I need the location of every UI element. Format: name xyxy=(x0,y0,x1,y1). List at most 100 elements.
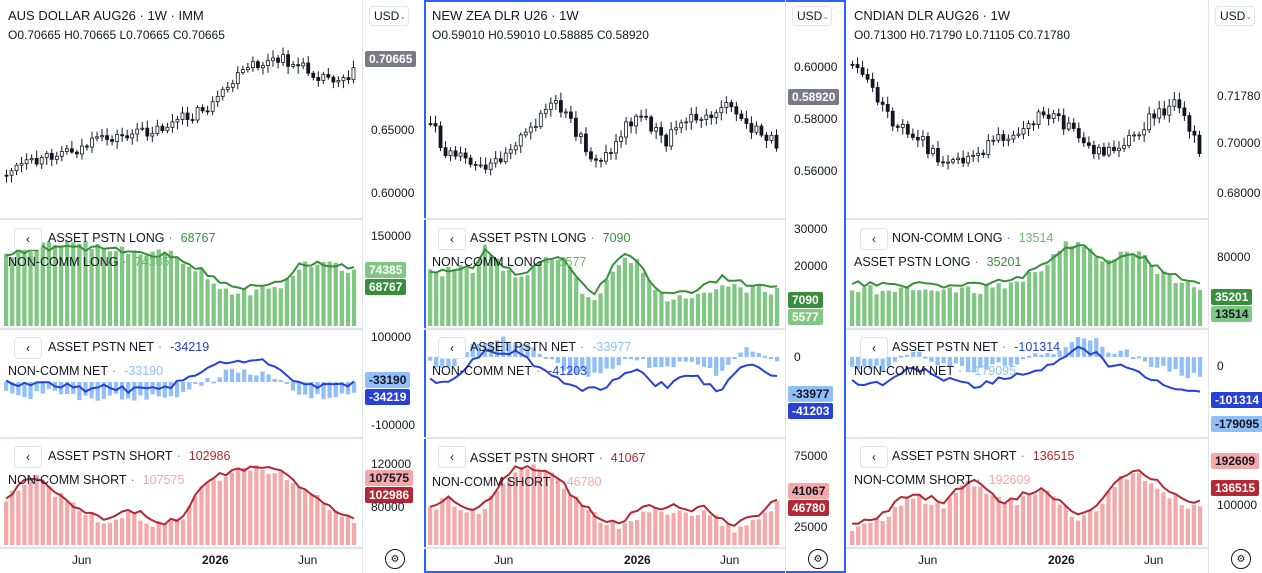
short-bar xyxy=(1088,509,1093,545)
candle-body xyxy=(271,57,275,62)
short-bar xyxy=(428,506,433,545)
long-bar xyxy=(452,269,457,326)
net-bar xyxy=(28,382,33,400)
ohlc-readout: O0.70665 H0.70665 L0.70665 C0.70665 xyxy=(8,28,225,42)
candle-body xyxy=(699,118,704,121)
net-bar xyxy=(935,357,940,366)
short-bar xyxy=(235,467,241,545)
candle-body xyxy=(1046,114,1051,119)
long-bar xyxy=(1149,265,1154,326)
short-bar xyxy=(193,496,198,545)
short-bar xyxy=(1020,496,1026,545)
candle-body xyxy=(34,157,39,165)
price-axis[interactable]: USD ⌄ 0.60000 0.58920 0.58000 0.56000 300… xyxy=(785,0,845,573)
candle-body xyxy=(1197,134,1202,155)
short-bar xyxy=(978,486,983,545)
collapse-button[interactable]: ‹ xyxy=(438,337,466,359)
price-tick: 0.71780 xyxy=(1217,89,1261,103)
long-bar xyxy=(1045,264,1050,326)
candle-body xyxy=(215,95,220,103)
candle-body xyxy=(719,107,724,114)
price-tick: 0.60000 xyxy=(371,186,415,200)
candle-body xyxy=(513,145,518,151)
net-bar xyxy=(898,355,904,358)
symbol-title[interactable]: AUS DOLLAR AUG26 · 1W · IMM xyxy=(8,8,204,23)
short-bar xyxy=(1155,488,1160,545)
long-bar xyxy=(1069,246,1074,326)
chart-panel-aud[interactable]: AUS DOLLAR AUG26 · 1W · IMM O0.70665 H0.… xyxy=(0,0,424,573)
time-axis-label: Jun xyxy=(494,553,514,567)
collapse-button[interactable]: ‹ xyxy=(438,446,466,468)
net-bar xyxy=(174,382,180,398)
candle-body xyxy=(704,114,709,120)
net-bar xyxy=(762,356,768,359)
candle-body xyxy=(190,119,195,121)
net-bar xyxy=(525,344,530,357)
currency-select[interactable]: USD ⌄ xyxy=(792,6,832,26)
collapse-button[interactable]: ‹ xyxy=(860,228,888,250)
price-axis[interactable]: USD ⌄ 0.71780 0.70000 0.68000 80000 35201… xyxy=(1208,0,1262,573)
net-bar xyxy=(1045,352,1050,357)
collapse-button[interactable]: ‹ xyxy=(438,228,466,250)
settings-icon[interactable]: ⚙ xyxy=(808,549,828,569)
net-tag: -33977 xyxy=(788,386,834,402)
price-axis[interactable]: USD ⌄ 0.70665 0.65000 0.60000 150000 7438… xyxy=(362,0,425,573)
candle-body xyxy=(306,62,311,74)
long-bar xyxy=(4,253,9,326)
time-axis-label: Jun xyxy=(72,553,92,567)
collapse-button[interactable]: ‹ xyxy=(860,446,888,468)
candle-body xyxy=(24,159,29,165)
symbol-title[interactable]: NEW ZEA DLR U26 · 1W xyxy=(432,8,579,23)
net-bar xyxy=(1179,357,1184,376)
net-bar xyxy=(750,351,755,357)
net-bar xyxy=(586,357,591,377)
short-bar xyxy=(248,470,253,545)
collapse-button[interactable]: ‹ xyxy=(14,337,42,359)
collapse-button[interactable]: ‹ xyxy=(14,228,42,250)
chart-canvas[interactable] xyxy=(424,0,785,573)
collapse-button[interactable]: ‹ xyxy=(14,446,42,468)
long-bar xyxy=(695,294,701,326)
long-bar xyxy=(71,242,76,326)
candle-body xyxy=(180,112,185,120)
short-bar xyxy=(555,478,561,545)
net-bar xyxy=(1106,352,1111,357)
collapse-button[interactable]: ‹ xyxy=(860,337,888,359)
net-bar xyxy=(260,371,265,382)
long-bar xyxy=(34,250,39,326)
long-bar xyxy=(199,268,204,326)
net-bar xyxy=(732,357,737,359)
currency-select[interactable]: USD ⌄ xyxy=(1215,6,1255,26)
candle-body xyxy=(140,127,145,130)
long-bar xyxy=(205,279,210,326)
settings-icon[interactable]: ⚙ xyxy=(1231,549,1251,569)
chart-panel-cad[interactable]: CNDIAN DLR AUG26 · 1W O0.71300 H0.71790 … xyxy=(846,0,1262,573)
long-bar xyxy=(168,250,174,326)
chart-canvas[interactable] xyxy=(846,0,1208,573)
candle-body xyxy=(1081,137,1086,144)
long-bar xyxy=(1008,282,1013,326)
long-line xyxy=(851,244,1201,289)
chart-canvas[interactable] xyxy=(0,0,362,573)
long-bar xyxy=(278,288,283,326)
long-bar xyxy=(904,286,910,326)
long-bar xyxy=(187,266,192,326)
net-bar xyxy=(34,382,39,392)
net-label-2: NON-COMM NET · -33190 xyxy=(8,364,164,378)
net-bar xyxy=(211,381,216,384)
chart-panel-nzd[interactable]: NEW ZEA DLR U26 · 1W O0.59010 H0.59010 L… xyxy=(424,0,846,573)
net-bar xyxy=(671,357,676,368)
symbol-title[interactable]: CNDIAN DLR AUG26 · 1W xyxy=(854,8,1011,23)
long-tag: 74385 xyxy=(365,262,407,278)
net-bar xyxy=(561,357,567,371)
settings-icon[interactable]: ⚙ xyxy=(385,549,405,569)
net-bar xyxy=(665,357,670,367)
long-bar xyxy=(525,275,530,326)
net-bar xyxy=(720,357,725,371)
short-bar xyxy=(1106,491,1111,545)
long-bar xyxy=(598,293,603,326)
currency-select[interactable]: USD ⌄ xyxy=(369,6,409,26)
short-bar xyxy=(965,480,971,545)
pane-separator xyxy=(424,218,785,220)
long-bar xyxy=(193,271,198,326)
